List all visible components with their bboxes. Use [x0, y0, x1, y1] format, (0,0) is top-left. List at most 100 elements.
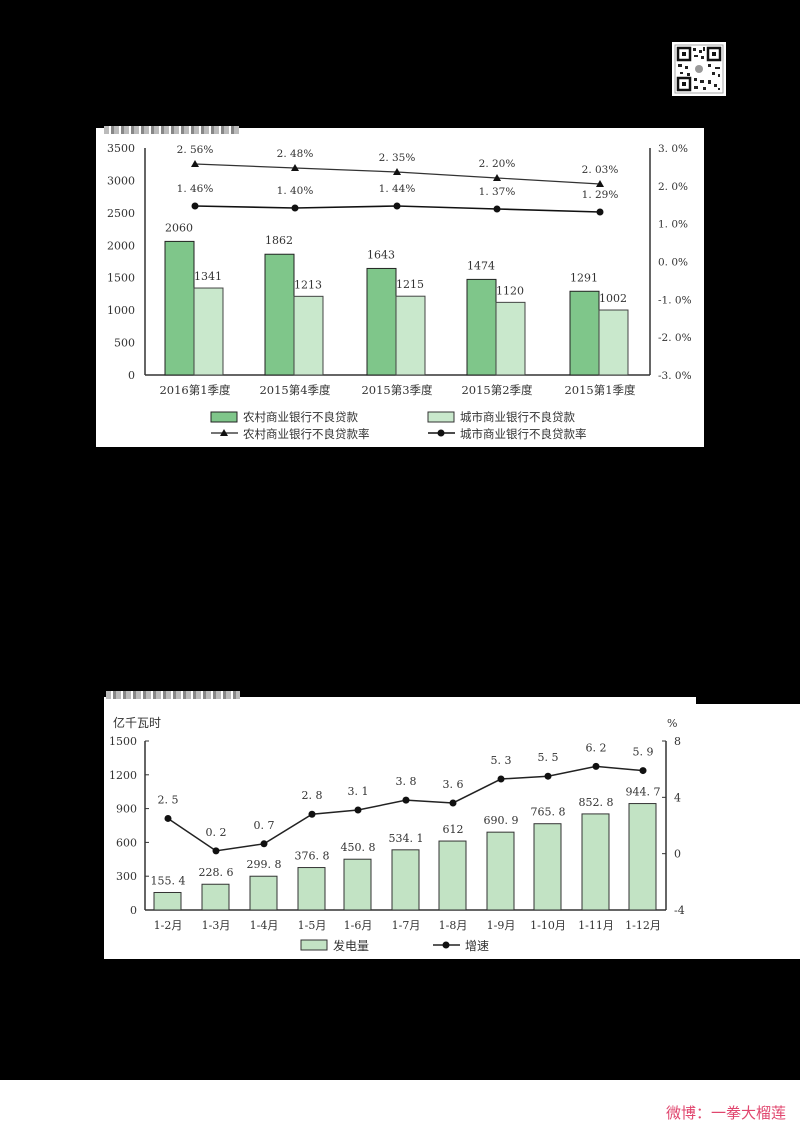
triangle-marker-icon — [191, 160, 199, 167]
bar-power — [628, 803, 657, 911]
legend-swatch-urban — [427, 411, 455, 423]
growth-marker-icon — [212, 847, 220, 855]
bar-power-label: 376. 8 — [295, 850, 330, 863]
bar-power-label: 944. 7 — [626, 786, 661, 799]
growth-rate-label: 6. 2 — [586, 741, 607, 754]
circle-marker-icon — [291, 204, 299, 212]
left-axis-tick: 0 — [130, 904, 137, 917]
bar-power-label: 299. 8 — [247, 858, 282, 871]
bar-power — [343, 858, 372, 911]
bar-power-label: 228. 6 — [199, 866, 234, 879]
rural-rate-label: 2. 03% — [582, 164, 619, 176]
bar-power — [391, 849, 420, 911]
legend-swatch-power — [300, 939, 328, 951]
rural-rate-label: 2. 56% — [177, 144, 214, 156]
growth-marker-icon — [544, 772, 552, 780]
bar-rural — [466, 278, 497, 376]
legend-label-rural-rate: 农村商业银行不良贷款率 — [243, 427, 370, 441]
watermark-text: 微博：一拳大榴莲 — [665, 1104, 786, 1122]
bar-power — [297, 867, 326, 911]
chart2-caption-blurred — [106, 691, 240, 699]
right-axis-tick: 2. 0% — [658, 181, 688, 193]
chart-npl-panel: 0 500 1000 1500 2000 2500 3000 3500 -3. 0% -2. 0%… — [96, 128, 704, 447]
left-axis-tick: 2500 — [107, 207, 135, 220]
growth-rate-label: 5. 5 — [538, 751, 559, 764]
left-axis-tick: 0 — [128, 369, 135, 382]
right-axis-tick: 3. 0% — [658, 143, 688, 155]
left-axis-tick: 900 — [116, 803, 137, 816]
bar-urban — [598, 309, 629, 376]
urban-rate-label: 1. 40% — [277, 185, 314, 197]
right-axis-tick: -4 — [674, 904, 685, 917]
growth-marker-icon — [164, 814, 172, 822]
bar-power — [486, 831, 515, 911]
right-axis-tick: -2. 0% — [658, 332, 692, 344]
bar-power — [581, 813, 610, 911]
triangle-marker-icon — [291, 164, 299, 171]
right-axis-tick: -3. 0% — [658, 370, 692, 382]
left-axis-tick: 1200 — [109, 769, 137, 782]
bar-power — [153, 891, 182, 911]
bar-urban-label: 1002 — [599, 292, 627, 305]
growth-rate-label: 3. 6 — [443, 778, 464, 791]
x-axis-category: 1-7月 — [392, 919, 421, 932]
right-axis-tick: -1. 0% — [658, 294, 692, 306]
bar-rural — [569, 290, 600, 376]
growth-rate-label: 2. 8 — [302, 789, 323, 802]
bar-urban-label: 1120 — [496, 284, 524, 297]
bar-rural — [366, 267, 397, 376]
left-axis-unit: 亿千瓦时 — [113, 715, 161, 730]
triangle-marker-icon — [393, 168, 401, 175]
growth-rate-label: 2. 5 — [158, 793, 179, 806]
x-axis-category: 2016第1季度 — [159, 383, 231, 397]
x-axis-category: 2015第1季度 — [564, 383, 636, 397]
left-axis-tick: 3000 — [107, 174, 135, 187]
legend-label-power: 发电量 — [333, 938, 369, 953]
bar-power — [533, 823, 562, 911]
urban-rate-label: 1. 37% — [479, 186, 516, 198]
x-axis-category: 1-10月 — [530, 919, 566, 932]
bar-rural-label: 1474 — [467, 259, 495, 272]
bar-power-label: 155. 4 — [151, 874, 186, 887]
rural-rate-label: 2. 20% — [479, 158, 516, 170]
bar-urban-label: 1215 — [396, 278, 424, 291]
left-axis-tick: 1500 — [109, 735, 137, 748]
npl-chart: 0 500 1000 1500 2000 2500 3000 3500 -3. 0% -2. 0%… — [107, 142, 692, 441]
growth-marker-icon — [497, 775, 505, 783]
x-axis-category: 1-4月 — [250, 919, 279, 932]
chart1-caption-blurred — [104, 126, 239, 134]
bar-power-label: 690. 9 — [484, 814, 519, 827]
bar-power — [438, 840, 467, 911]
right-axis-tick: 1. 0% — [658, 219, 688, 231]
rural-rate-label: 2. 35% — [379, 152, 416, 164]
bar-urban — [495, 301, 526, 376]
right-axis-tick: 0 — [674, 848, 681, 861]
x-axis-category: 2015第2季度 — [461, 383, 533, 397]
bar-power — [249, 875, 278, 911]
left-axis-tick: 1500 — [107, 272, 135, 285]
bar-power-label: 852. 8 — [579, 796, 614, 809]
growth-rate-label: 3. 8 — [396, 775, 417, 788]
legend-circle-icon — [437, 429, 445, 437]
urban-rate-label: 1. 29% — [582, 189, 619, 201]
power-generation-chart-wrap: 亿千瓦时% 0 300 600 900 1200 1500 -4 0 4 8 155. 4 1-2月 22… — [104, 697, 800, 959]
x-axis-category: 1-11月 — [578, 919, 614, 932]
page-footer — [0, 1080, 800, 1132]
circle-marker-icon — [493, 205, 501, 213]
left-axis-tick: 3500 — [107, 142, 135, 155]
left-axis-tick: 600 — [116, 836, 137, 849]
bar-power — [201, 883, 230, 911]
chart-power-panel-ext — [696, 704, 800, 959]
bar-power-label: 450. 8 — [341, 841, 376, 854]
power-generation-chart: 亿千瓦时 % 0 300 600 900 1200 1500 -4 0 4 8 155. 4 1-2月 22… — [109, 715, 685, 953]
right-axis-tick: 8 — [674, 735, 681, 748]
right-axis-unit: % — [667, 717, 677, 730]
left-axis-tick: 1000 — [107, 304, 135, 317]
circle-marker-icon — [596, 208, 604, 216]
right-axis-tick: 4 — [674, 791, 681, 804]
urban-rate-label: 1. 44% — [379, 183, 416, 195]
x-axis-category: 1-8月 — [439, 919, 468, 932]
growth-marker-icon — [354, 806, 362, 814]
growth-marker-icon — [260, 840, 268, 848]
bar-urban — [293, 295, 324, 376]
